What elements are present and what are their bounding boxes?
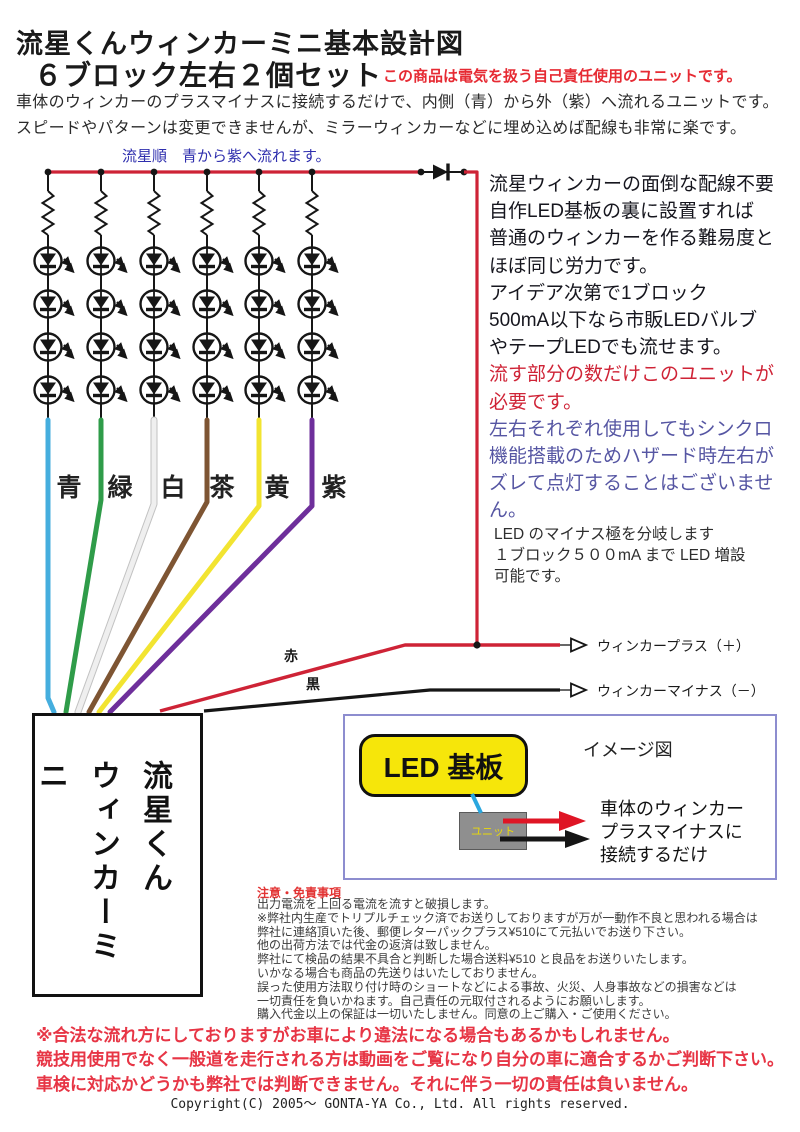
image-figure-caption: イメージ図 [583,740,673,760]
unit-chip: ユニット [459,812,527,850]
unit-box: 流星くん ウィンカーミニ [32,713,203,997]
branch-note: LED のマイナス極を分岐します １ブロック５００mA まで LED 増設 可能… [494,526,746,585]
red-arrow-head [559,811,586,831]
black-arrow-head [565,830,590,848]
self-responsibility-note: この商品は電気を扱う自己責任使用のユニットです。 [383,68,742,85]
intro-text: 車体のウィンカーのプラスマイナスに接続するだけで、内側（青）から外（紫）へ流れる… [16,94,779,137]
disclaimer-heading: 注意・免責事項 [257,886,342,900]
side-note-blue: 左右それぞれ使用してもシンクロ 機能搭載のためハザード時左右が ズレて点灯するこ… [489,418,775,522]
winker-plus-label: ウィンカープラス（＋） [597,638,750,654]
wire-label-blue: 青 [56,474,82,502]
page-subtitle: ６ブロック左右２個セット [34,60,383,91]
legal-warning: ※合法な流れ方にしておりますがお車により違法になる場合もあるかもしれません。 競… [36,1026,784,1094]
page-title: 流星くんウィンカーミニ基本設計図 [16,29,464,59]
wire-label-white: 白 [160,474,186,502]
unit-name: 流星くん ウィンカーミニ [34,760,171,964]
wire-label-brown: 茶 [209,474,235,502]
image-figure-description: 車体のウィンカー プラスマイナスに 接続するだけ [600,799,744,865]
copyright: Copyright(C) 2005～ GONTA-YA Co., Ltd. Al… [170,1097,630,1112]
wire-label-purple: 紫 [321,474,347,502]
red-wire-label: 赤 [284,648,298,664]
image-figure-box: LED 基板 イメージ図 ユニット 車体のウィンカー プラスマイナスに 接続する… [343,714,777,880]
wire-label-yellow: 黄 [264,474,290,502]
winker-minus-label: ウィンカーマイナス（－） [597,683,765,699]
flow-direction-note: 流星順 青から紫へ流れます。 [122,148,331,165]
wire-label-green: 緑 [107,474,133,502]
side-notes: 流星ウィンカーの面倒な配線不要 自作LED基板の裏に設置すれば 普通のウィンカー… [489,171,794,525]
side-note-black: 流星ウィンカーの面倒な配線不要 自作LED基板の裏に設置すれば 普通のウィンカー… [489,174,775,359]
side-note-red: 流す部分の数だけこのユニットが 必要です。 [489,364,775,413]
disclaimer-body: 出力電流を上回る電流を流すと破損します。 ※弊社内生産でトリプルチェック済でお送… [257,897,758,1022]
led-board-badge: LED 基板 [359,734,528,797]
black-wire-label: 黒 [306,676,320,692]
